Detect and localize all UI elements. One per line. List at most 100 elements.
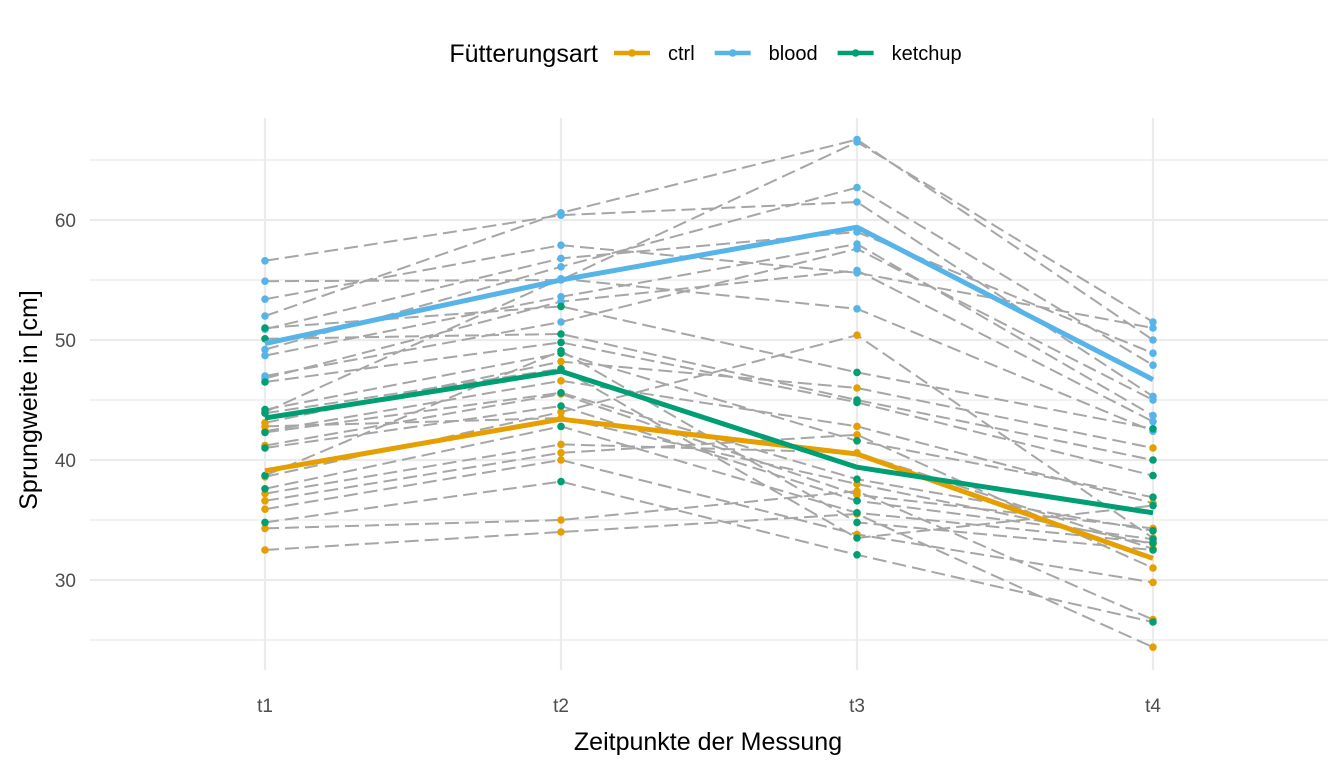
data-point [557, 477, 565, 486]
data-point [557, 330, 565, 338]
individual-line [264, 200, 1154, 398]
data-point [261, 422, 269, 431]
data-point [853, 135, 861, 144]
legend: Fütterungsart ctrl blood ketchup [449, 40, 961, 68]
data-point [261, 345, 269, 354]
data-point [261, 524, 269, 533]
data-point [1149, 336, 1157, 344]
data-point [557, 338, 565, 347]
data-point [261, 277, 269, 286]
data-point [1149, 527, 1157, 535]
y-tick-labels: 30 40 50 60 [55, 211, 76, 592]
legend-key-point [628, 49, 636, 57]
individual-line [264, 416, 1154, 545]
data-point [557, 402, 565, 410]
data-point [1149, 349, 1157, 358]
legend-item-ketchup: ketchup [837, 43, 962, 65]
data-point [261, 497, 269, 505]
data-point [1149, 546, 1157, 554]
data-point [1149, 493, 1157, 502]
individual-line [264, 341, 1154, 477]
legend-entries: ctrl blood ketchup [614, 43, 962, 65]
individual-line [264, 244, 1154, 329]
data-point [557, 254, 565, 263]
data-point [853, 475, 861, 484]
data-point [557, 456, 565, 464]
data-point [261, 257, 269, 265]
individual-line [264, 490, 1154, 621]
data-point [853, 266, 861, 275]
individual-line [264, 140, 1154, 323]
data-point [853, 398, 861, 407]
data-point [853, 497, 861, 505]
legend-label: blood [769, 43, 818, 65]
data-point [261, 505, 269, 513]
individual-line [264, 186, 1154, 367]
legend-item-ctrl: ctrl [614, 43, 695, 65]
individual-line [264, 277, 1154, 433]
data-point [1149, 471, 1157, 480]
data-point [1149, 417, 1157, 426]
legend-item-blood: blood [714, 43, 818, 65]
y-tick-label: 60 [55, 211, 76, 232]
data-point [557, 408, 565, 416]
data-point [853, 198, 861, 206]
legend-label: ketchup [892, 43, 962, 65]
data-point [261, 428, 269, 437]
individual-line [264, 332, 1154, 461]
individual-line [264, 392, 1154, 530]
data-point [1149, 318, 1157, 326]
data-point [557, 357, 565, 366]
data-point [1149, 444, 1157, 452]
data-point [1149, 396, 1157, 404]
data-point [261, 378, 269, 386]
individual-line [264, 404, 1154, 541]
legend-key-point [728, 49, 737, 57]
x-tick-label: t4 [1145, 696, 1161, 717]
mean-line-ctrl [264, 416, 1154, 561]
legend-title: Fütterungsart [449, 40, 598, 68]
y-tick-label: 50 [55, 331, 76, 352]
data-point [557, 528, 565, 536]
data-point [853, 551, 861, 559]
data-point [557, 241, 565, 249]
individual-lines [264, 138, 1154, 649]
individual-line [264, 269, 1154, 423]
data-point [1149, 411, 1157, 420]
individual-line [264, 443, 1154, 550]
minor-gridlines [90, 159, 1328, 641]
y-axis-title: Sprungweite in [cm] [15, 290, 43, 510]
data-point [853, 384, 861, 392]
data-point [261, 324, 269, 332]
data-point [557, 516, 565, 524]
data-point [853, 368, 861, 377]
data-point [261, 518, 269, 527]
data-point [1149, 501, 1157, 510]
individual-line [264, 247, 1154, 401]
data-point [1149, 578, 1157, 587]
data-point [261, 444, 269, 452]
x-tick-label: t3 [849, 696, 865, 717]
individual-line [264, 242, 1154, 417]
individual-line [264, 230, 1154, 355]
individual-line [264, 433, 1154, 569]
data-point [557, 318, 565, 326]
data-point [1149, 324, 1157, 332]
data-point [1149, 643, 1157, 651]
x-tick-label: t1 [257, 696, 273, 717]
data-point [1149, 425, 1157, 433]
x-tick-labels: t1 t2 t3 t4 [257, 696, 1161, 717]
data-point [853, 183, 861, 192]
data-point [1149, 456, 1157, 464]
data-point [1149, 618, 1157, 626]
data-point [261, 351, 269, 360]
data-point [261, 546, 269, 554]
x-tick-label: t2 [553, 696, 569, 717]
individual-line [264, 138, 1154, 341]
data-point [557, 440, 565, 449]
data-point [261, 409, 269, 418]
data-point [557, 347, 565, 355]
legend-label: ctrl [668, 43, 695, 65]
individual-line [264, 480, 1154, 623]
individual-line [264, 305, 1154, 430]
